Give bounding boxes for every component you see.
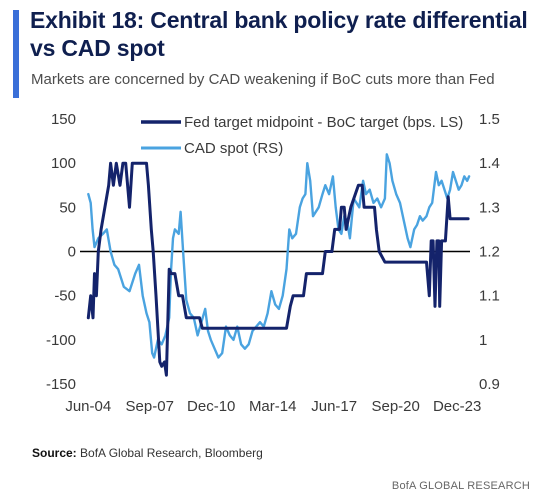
- y-right-tick-label: 1: [479, 332, 487, 349]
- chart-title: Exhibit 18: Central bank policy rate dif…: [30, 7, 528, 61]
- legend-label-cad-spot: CAD spot (RS): [184, 140, 283, 157]
- x-tick-label: Jun-17: [311, 398, 357, 415]
- y-left-tick-label: -50: [54, 288, 76, 305]
- x-tick-label: Jun-04: [65, 398, 111, 415]
- y-left-tick-label: 50: [59, 199, 76, 216]
- y-left-tick-label: -100: [46, 332, 76, 349]
- y-right-tick-label: 0.9: [479, 376, 500, 393]
- chart-subtitle: Markets are concerned by CAD weakening i…: [31, 71, 495, 88]
- y-right-tick-label: 1.5: [479, 111, 500, 128]
- x-tick-label: Sep-07: [126, 398, 174, 415]
- legend-label-policy-differential: Fed target midpoint - BoC target (bps. L…: [184, 114, 463, 131]
- x-tick-label: Mar-14: [249, 398, 297, 415]
- series-line-policy-differential: [86, 161, 470, 377]
- y-right-tick-label: 1.1: [479, 288, 500, 305]
- source-note: Source: BofA Global Research, Bloomberg: [32, 446, 263, 460]
- x-tick-label: Dec-23: [433, 398, 481, 415]
- y-left-tick-label: 0: [68, 244, 76, 261]
- y-right-tick-label: 1.3: [479, 199, 500, 216]
- policy-differential-chart: -150 -100 -50 0 50 100 150 0.9 1 1.1 1.2 1.3 1.4 1.5 J…: [46, 111, 500, 415]
- y-right-tick-label: 1.2: [479, 244, 500, 261]
- title-accent-bar: [13, 10, 19, 98]
- y-right-tick-label: 1.4: [479, 155, 500, 172]
- series-line-cad-spot: [87, 153, 471, 359]
- x-tick-label: Sep-20: [371, 398, 419, 415]
- source-label: Source:: [32, 446, 77, 460]
- source-text: BofA Global Research, Bloomberg: [80, 446, 263, 460]
- y-left-tick-label: 150: [51, 111, 76, 128]
- brand-footer: BofA GLOBAL RESEARCH: [391, 480, 530, 492]
- x-tick-label: Dec-10: [187, 398, 235, 415]
- y-left-tick-label: 100: [51, 155, 76, 172]
- y-left-tick-label: -150: [46, 376, 76, 393]
